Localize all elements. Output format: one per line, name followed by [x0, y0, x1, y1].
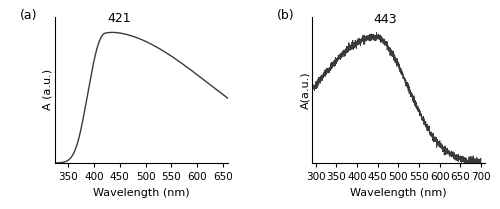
Y-axis label: A (a.u.): A (a.u.): [42, 69, 52, 110]
Text: (a): (a): [20, 9, 38, 22]
X-axis label: Wavelength (nm): Wavelength (nm): [94, 188, 190, 198]
Y-axis label: A(a.u.): A(a.u.): [300, 71, 310, 109]
Text: 443: 443: [374, 13, 397, 26]
Text: (b): (b): [277, 9, 294, 22]
X-axis label: Wavelength (nm): Wavelength (nm): [350, 188, 446, 198]
Text: 421: 421: [107, 11, 130, 25]
